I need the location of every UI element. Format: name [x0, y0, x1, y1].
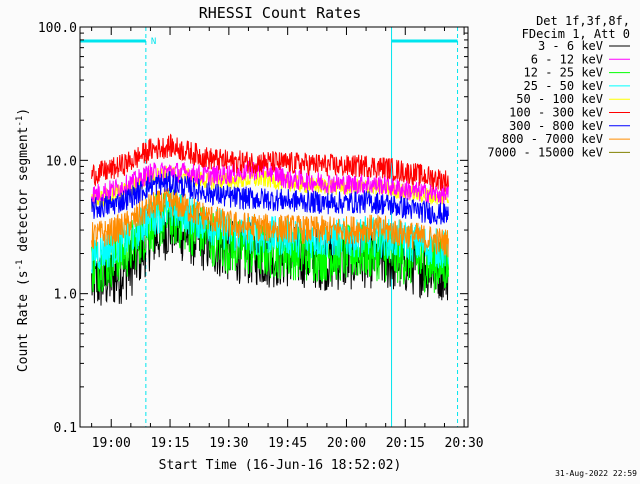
x-tick-label: 19:15	[150, 436, 189, 451]
legend-header: Det 1f,3f,8f,	[536, 14, 630, 28]
x-tick-label: 19:00	[92, 436, 131, 451]
axes-layer: 19:00 19:15 19:30 19:45 20:00 20:15 20:30 0.1 1.…	[38, 21, 484, 451]
chart-title: RHESSI Count Rates	[199, 4, 362, 22]
x-tick-label: 20:30	[445, 436, 484, 451]
x-tick-label: 19:30	[209, 436, 248, 451]
series-line	[91, 188, 449, 258]
legend-label: 7000 - 15000 keV	[487, 145, 603, 159]
x-tick-label: 20:15	[386, 436, 425, 451]
legend-header: FDecim 1, Att 0	[522, 27, 630, 41]
series-line	[91, 171, 449, 225]
legend-label: 3 - 6 keV	[538, 39, 603, 53]
y-tick-label: 10.0	[46, 154, 77, 169]
x-tick-label: 20:00	[327, 436, 366, 451]
legend-label: 6 - 12 keV	[531, 52, 603, 66]
legend-label: 25 - 50 keV	[524, 79, 603, 93]
legend-label: 12 - 25 keV	[524, 66, 603, 80]
legend-label: 300 - 800 keV	[509, 119, 603, 133]
y-tick-label: 1.0	[54, 288, 77, 303]
y-axis-label: Count Rate (s-1 detector segment-1)	[15, 108, 31, 372]
series-line	[91, 133, 449, 192]
legend-label: 50 - 100 keV	[516, 92, 603, 106]
plot-frame	[79, 26, 469, 428]
series-layer	[91, 133, 449, 306]
legend-label: 800 - 7000 keV	[502, 132, 603, 146]
x-tick-label: 19:45	[268, 436, 307, 451]
timestamp: 31-Aug-2022 22:59	[555, 469, 637, 478]
y-tick-label: 0.1	[54, 421, 77, 436]
night-label: N	[151, 37, 156, 47]
legend-label: 100 - 300 keV	[509, 106, 603, 120]
x-axis-label: Start Time (16-Jun-16 18:52:02)	[159, 458, 402, 473]
y-tick-label: 100.0	[38, 21, 77, 36]
series-line	[91, 157, 449, 205]
